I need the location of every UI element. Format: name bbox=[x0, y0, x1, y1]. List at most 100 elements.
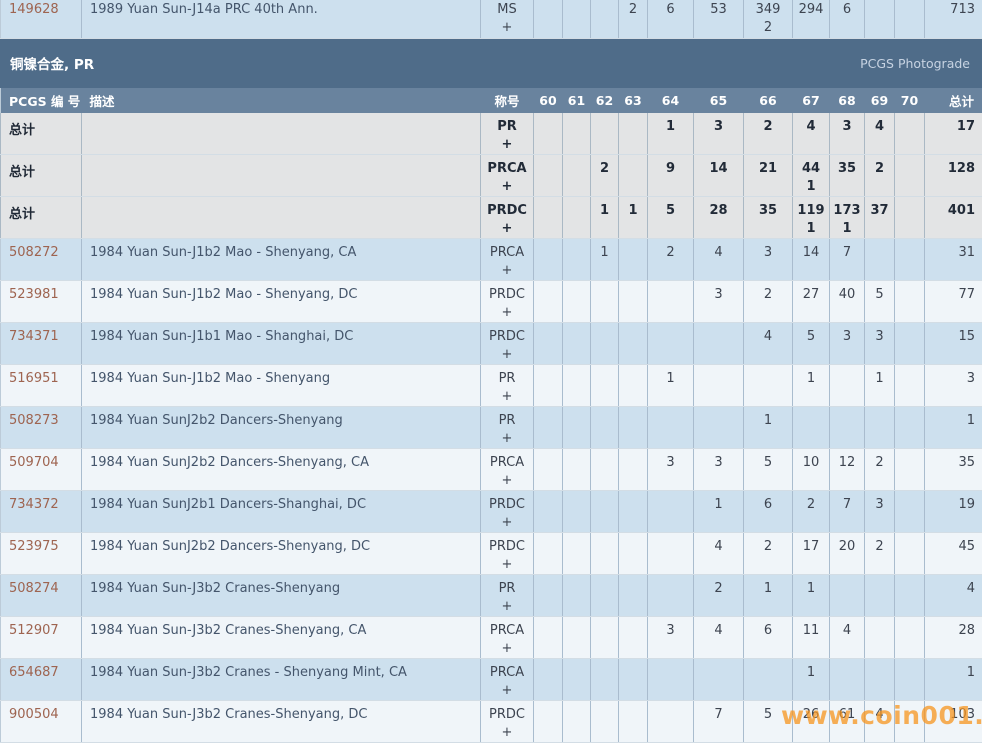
count-value: 2 bbox=[763, 118, 773, 134]
grade-65-count-cell: 2 bbox=[693, 574, 744, 617]
count-value: 14 bbox=[709, 161, 728, 176]
grade-62-count-cell bbox=[590, 490, 619, 533]
grade-60-count-cell bbox=[533, 0, 563, 39]
designation-plus-label: + bbox=[501, 136, 513, 152]
grade-61-count-cell bbox=[562, 196, 591, 239]
coin-row: 516951 1984 Yuan Sun-J1b2 Mao - Shenyang P… bbox=[0, 364, 982, 407]
grade-66-count-cell: 349 2 bbox=[743, 0, 793, 39]
grade-67-count-cell: 27 bbox=[792, 280, 830, 323]
pcgs-number-link[interactable]: 734372 bbox=[9, 497, 59, 512]
count-value: 2 bbox=[714, 581, 723, 596]
pcgs-number-link[interactable]: 523981 bbox=[9, 287, 59, 302]
count-value: 3 bbox=[875, 497, 884, 512]
grade-68-count-cell: 35 bbox=[829, 154, 865, 197]
count-value: 4 bbox=[714, 623, 723, 638]
pcgs-number-link[interactable]: 509704 bbox=[9, 455, 59, 470]
designation-label: PR bbox=[498, 413, 516, 428]
grade-62-count-cell bbox=[590, 616, 619, 659]
col-header-grade-60: 60 bbox=[533, 87, 563, 113]
count-value: 3 bbox=[713, 118, 724, 134]
grade-70-count-cell bbox=[894, 700, 925, 743]
pcgs-number-cell: 总计 bbox=[0, 112, 82, 155]
grade-69-count-cell bbox=[864, 238, 895, 281]
grade-61-count-cell bbox=[562, 574, 591, 617]
designation-plus-label: + bbox=[501, 557, 513, 572]
pcgs-number-link[interactable]: 512907 bbox=[9, 623, 59, 638]
coin-description: 1984 Yuan Sun-J1b2 Mao - Shenyang, DC bbox=[81, 280, 481, 323]
col-header-grade-69: 69 bbox=[864, 87, 895, 113]
grade-68-count-cell: 7 bbox=[829, 490, 865, 533]
grade-65-count-cell: 1 bbox=[693, 490, 744, 533]
pcgs-number-link[interactable]: 900504 bbox=[9, 707, 59, 722]
count-value: 1 bbox=[599, 203, 610, 218]
count-value: 4 bbox=[842, 623, 852, 638]
grade-60-count-cell bbox=[533, 616, 563, 659]
grade-62-count-cell bbox=[590, 112, 619, 155]
grade-69-count-cell: 3 bbox=[864, 322, 895, 365]
count-value: 3 bbox=[842, 118, 852, 134]
grade-66-count-cell bbox=[743, 364, 793, 407]
grade-63-count-cell bbox=[618, 406, 648, 449]
pcgs-number-link[interactable]: 508273 bbox=[9, 413, 59, 428]
plus-count-value: 2 bbox=[763, 20, 773, 35]
count-value: 1 bbox=[875, 371, 884, 386]
grade-60-count-cell bbox=[533, 364, 563, 407]
grade-61-count-cell bbox=[562, 616, 591, 659]
designation-cell: PRDC + bbox=[480, 322, 534, 365]
total-value: 19 bbox=[958, 497, 975, 512]
grade-67-count-cell: 17 bbox=[792, 532, 830, 575]
designation-cell: PRDC + bbox=[480, 280, 534, 323]
count-value: 4 bbox=[874, 118, 885, 134]
grade-63-count-cell bbox=[618, 700, 648, 743]
coin-row: 508274 1984 Yuan Sun-J3b2 Cranes-Shenyang… bbox=[0, 574, 982, 617]
pcgs-number-cell: 512907 bbox=[0, 616, 82, 659]
grade-63-count-cell bbox=[618, 154, 648, 197]
pcgs-number-link[interactable]: 508274 bbox=[9, 581, 59, 596]
grade-66-count-cell: 21 bbox=[743, 154, 793, 197]
count-value: 1 bbox=[628, 203, 638, 218]
pcgs-number-link[interactable]: 654687 bbox=[9, 665, 59, 680]
pcgs-number-link[interactable]: 516951 bbox=[9, 371, 59, 386]
grade-69-count-cell: 2 bbox=[864, 532, 895, 575]
grade-60-count-cell bbox=[533, 322, 563, 365]
grade-69-count-cell: 3 bbox=[864, 490, 895, 533]
coin-description: 1989 Yuan Sun-J14a PRC 40th Ann. bbox=[81, 0, 481, 39]
grade-61-count-cell bbox=[562, 658, 591, 701]
pcgs-number-link[interactable]: 149628 bbox=[9, 2, 59, 17]
grade-63-count-cell bbox=[618, 532, 648, 575]
summary-label: 总计 bbox=[9, 165, 36, 180]
grade-65-count-cell: 28 bbox=[693, 196, 744, 239]
count-value: 4 bbox=[714, 539, 723, 554]
grade-65-count-cell: 14 bbox=[693, 154, 744, 197]
col-header-pcgs-number: PCGS 编 号 bbox=[0, 87, 82, 113]
grade-65-count-cell: 4 bbox=[693, 616, 744, 659]
grade-68-count-cell: 7 bbox=[829, 238, 865, 281]
grade-68-count-cell: 3 bbox=[829, 112, 865, 155]
designation-cell: PRCA + bbox=[480, 238, 534, 281]
total-value: 713 bbox=[950, 2, 975, 17]
grade-65-count-cell: 3 bbox=[693, 448, 744, 491]
grade-61-count-cell bbox=[562, 448, 591, 491]
total-count-cell: 15 bbox=[924, 322, 982, 365]
grade-60-count-cell bbox=[533, 490, 563, 533]
pcgs-number-link[interactable]: 508272 bbox=[9, 245, 59, 260]
grade-63-count-cell bbox=[618, 322, 648, 365]
total-count-cell: 28 bbox=[924, 616, 982, 659]
grade-69-count-cell: 37 bbox=[864, 196, 895, 239]
count-value: 2 bbox=[875, 455, 884, 470]
total-value: 45 bbox=[958, 539, 975, 554]
total-count-cell: 77 bbox=[924, 280, 982, 323]
grade-60-count-cell bbox=[533, 112, 563, 155]
pcgs-number-cell: 总计 bbox=[0, 154, 82, 197]
summary-label: 总计 bbox=[9, 207, 36, 222]
pcgs-number-cell: 900504 bbox=[0, 700, 82, 743]
pcgs-number-link[interactable]: 734371 bbox=[9, 329, 59, 344]
photograde-link[interactable]: PCGS Photograde bbox=[860, 55, 970, 71]
pcgs-number-link[interactable]: 523975 bbox=[9, 539, 59, 554]
total-value: 1 bbox=[966, 413, 975, 428]
coin-description bbox=[81, 196, 481, 239]
grade-62-count-cell bbox=[590, 364, 619, 407]
grade-63-count-cell bbox=[618, 112, 648, 155]
grade-66-count-cell: 6 bbox=[743, 490, 793, 533]
count-value: 20 bbox=[838, 539, 856, 554]
